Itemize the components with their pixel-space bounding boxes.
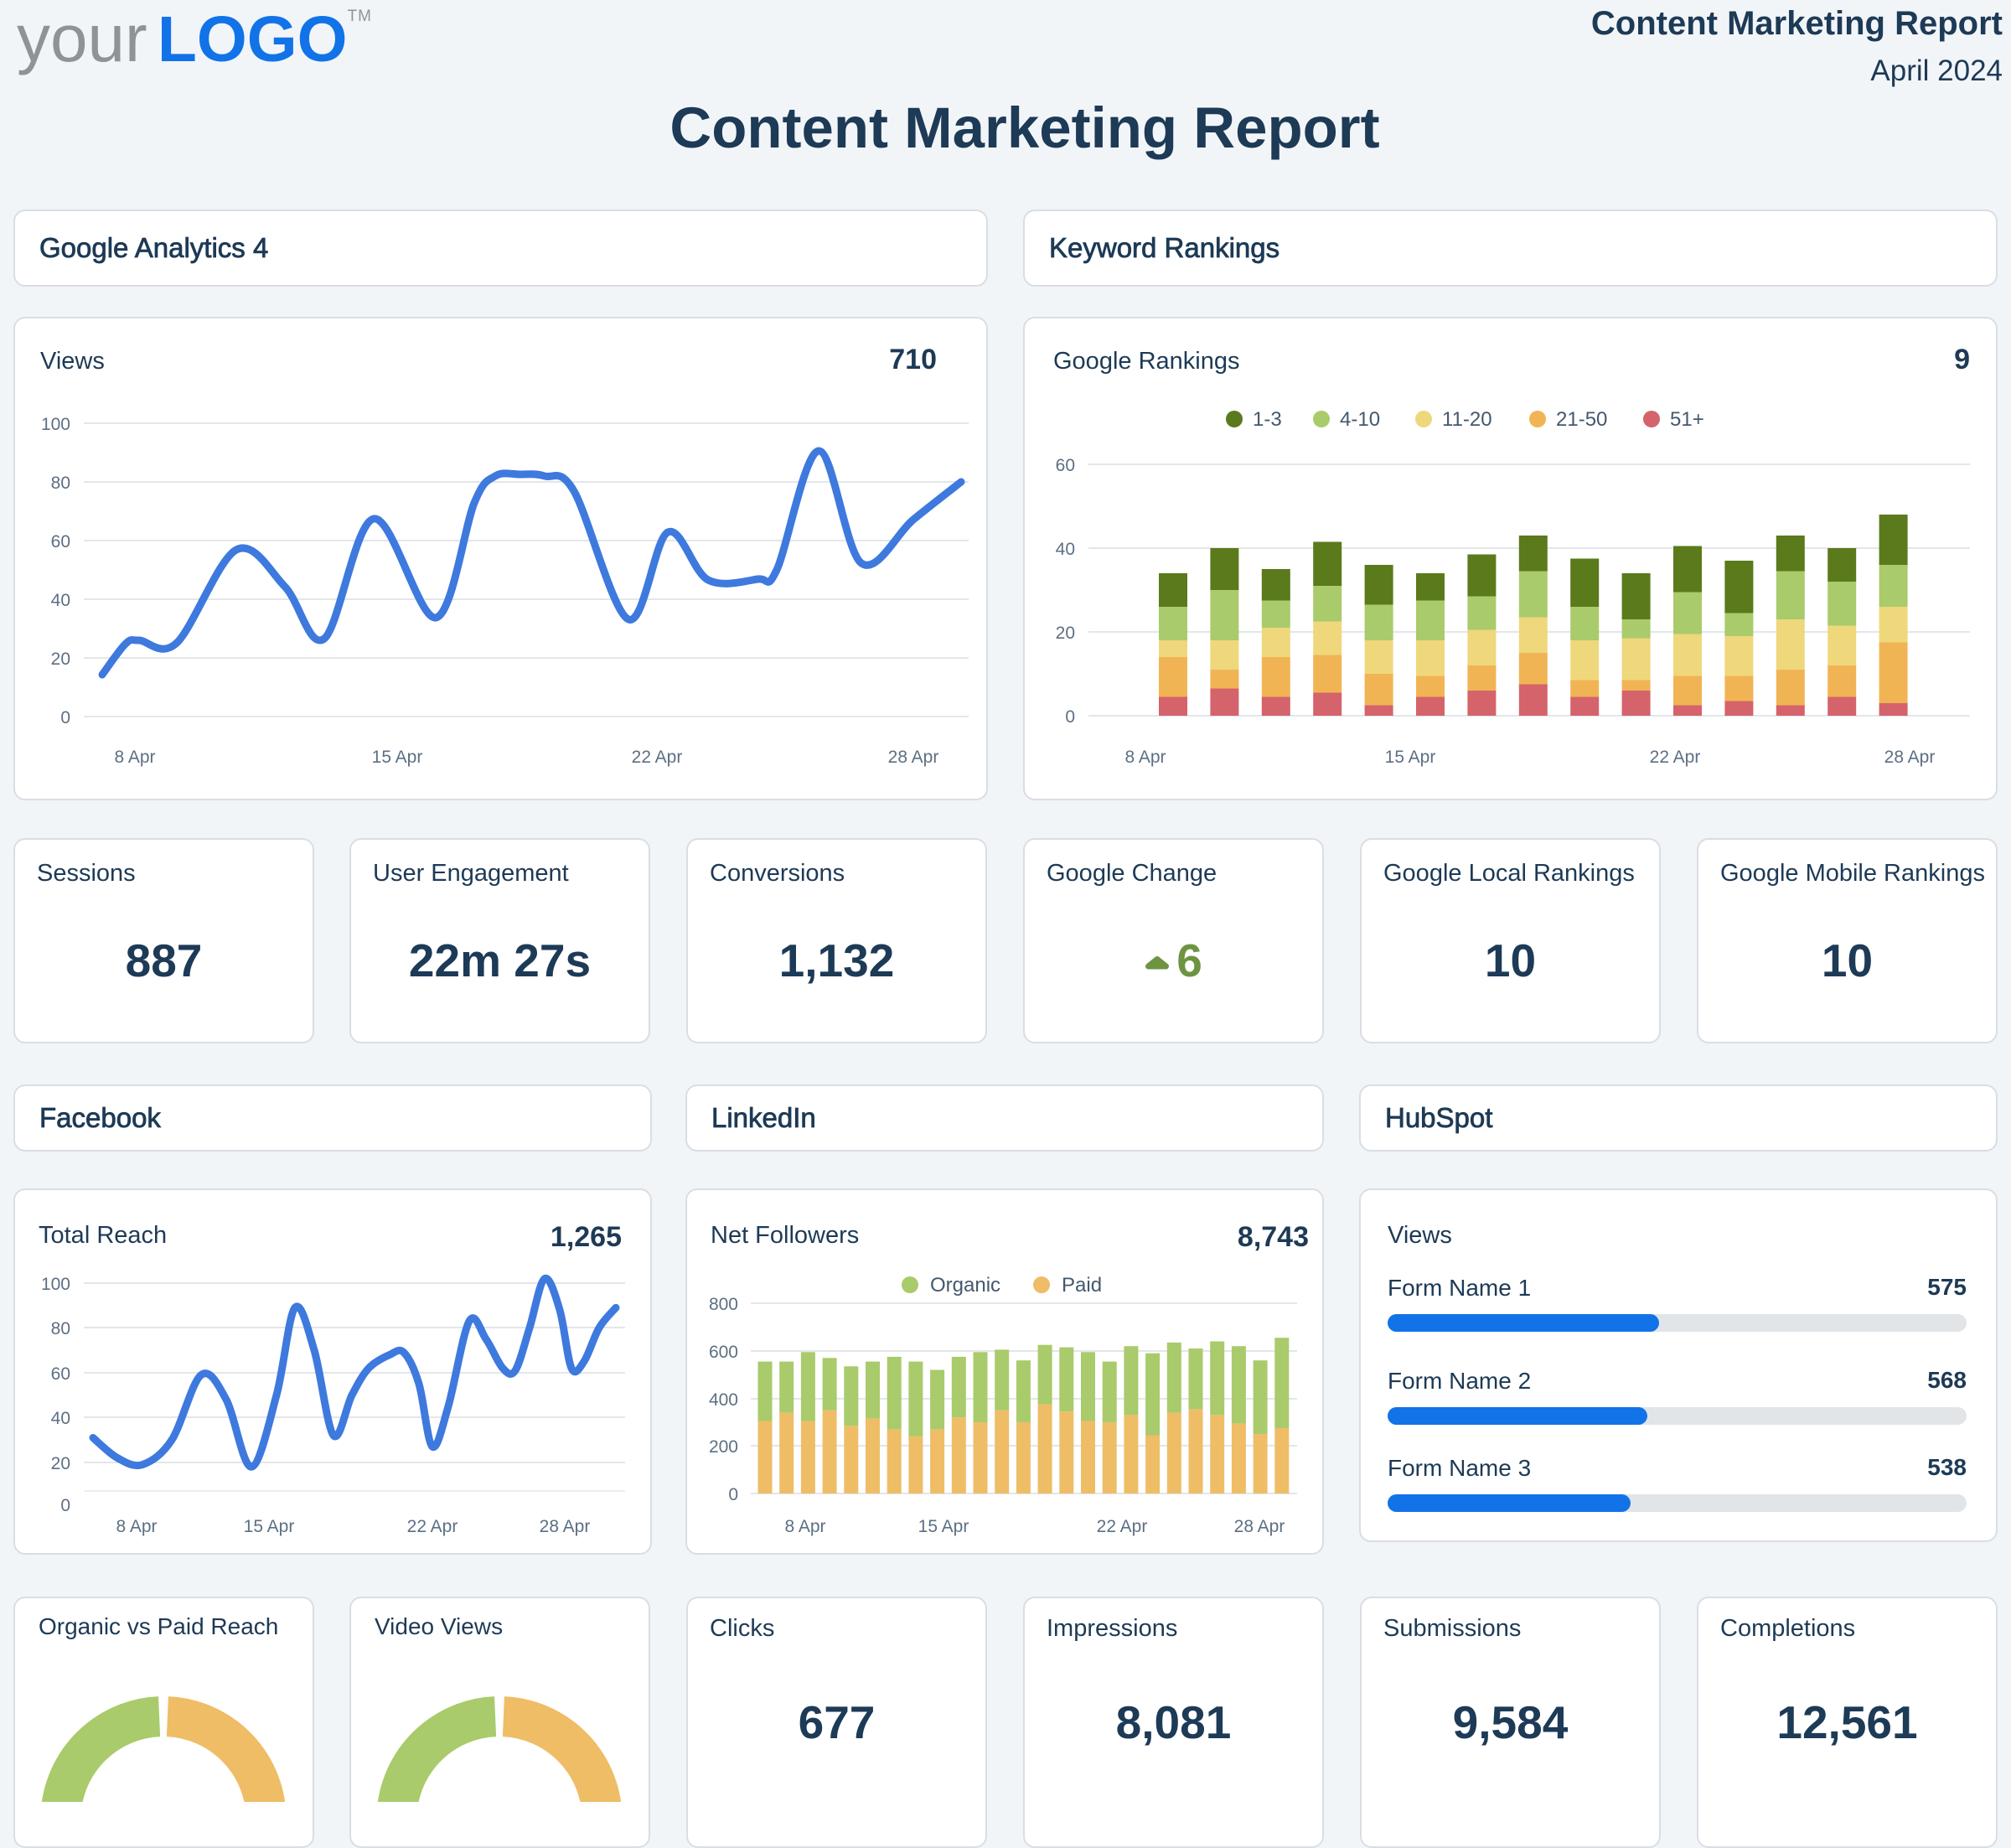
svg-text:60: 60 xyxy=(1056,456,1075,475)
svg-text:40: 40 xyxy=(51,1409,70,1428)
svg-text:4-10: 4-10 xyxy=(1340,408,1380,431)
svg-text:22 Apr: 22 Apr xyxy=(632,748,683,767)
svg-text:20: 20 xyxy=(1056,624,1075,643)
svg-text:28 Apr: 28 Apr xyxy=(1884,748,1936,767)
svg-text:8 Apr: 8 Apr xyxy=(114,748,155,767)
svg-text:0: 0 xyxy=(60,1496,70,1515)
svg-text:8 Apr: 8 Apr xyxy=(1124,748,1166,767)
svg-text:22 Apr: 22 Apr xyxy=(407,1517,458,1536)
svg-text:40: 40 xyxy=(1056,540,1075,559)
svg-text:100: 100 xyxy=(41,415,70,434)
svg-text:0: 0 xyxy=(728,1485,738,1504)
svg-text:28 Apr: 28 Apr xyxy=(1234,1517,1285,1536)
svg-text:0: 0 xyxy=(1065,707,1075,727)
svg-text:Paid: Paid xyxy=(1062,1274,1102,1297)
svg-text:200: 200 xyxy=(709,1437,738,1457)
svg-text:400: 400 xyxy=(709,1390,738,1410)
svg-text:8 Apr: 8 Apr xyxy=(116,1517,157,1536)
svg-text:60: 60 xyxy=(51,1364,70,1384)
svg-text:15 Apr: 15 Apr xyxy=(372,748,423,767)
svg-text:8 Apr: 8 Apr xyxy=(784,1517,825,1536)
svg-text:600: 600 xyxy=(709,1343,738,1362)
svg-text:80: 80 xyxy=(51,1319,70,1338)
svg-text:28 Apr: 28 Apr xyxy=(540,1517,591,1536)
svg-text:Organic: Organic xyxy=(930,1274,1000,1297)
svg-text:60: 60 xyxy=(51,532,70,551)
svg-text:100: 100 xyxy=(41,1275,70,1294)
svg-text:28 Apr: 28 Apr xyxy=(888,748,939,767)
svg-text:40: 40 xyxy=(51,591,70,610)
svg-text:21-50: 21-50 xyxy=(1556,408,1607,431)
svg-text:0: 0 xyxy=(60,708,70,727)
svg-text:20: 20 xyxy=(51,650,70,669)
svg-text:11-20: 11-20 xyxy=(1442,408,1492,431)
svg-text:20: 20 xyxy=(51,1454,70,1473)
svg-text:15 Apr: 15 Apr xyxy=(1385,748,1436,767)
svg-text:22 Apr: 22 Apr xyxy=(1650,748,1701,767)
svg-text:15 Apr: 15 Apr xyxy=(918,1517,969,1536)
svg-text:51+: 51+ xyxy=(1670,408,1704,431)
svg-text:800: 800 xyxy=(709,1295,738,1314)
svg-text:1-3: 1-3 xyxy=(1253,408,1282,431)
svg-text:15 Apr: 15 Apr xyxy=(244,1517,295,1536)
svg-text:22 Apr: 22 Apr xyxy=(1097,1517,1148,1536)
svg-text:80: 80 xyxy=(51,474,70,493)
